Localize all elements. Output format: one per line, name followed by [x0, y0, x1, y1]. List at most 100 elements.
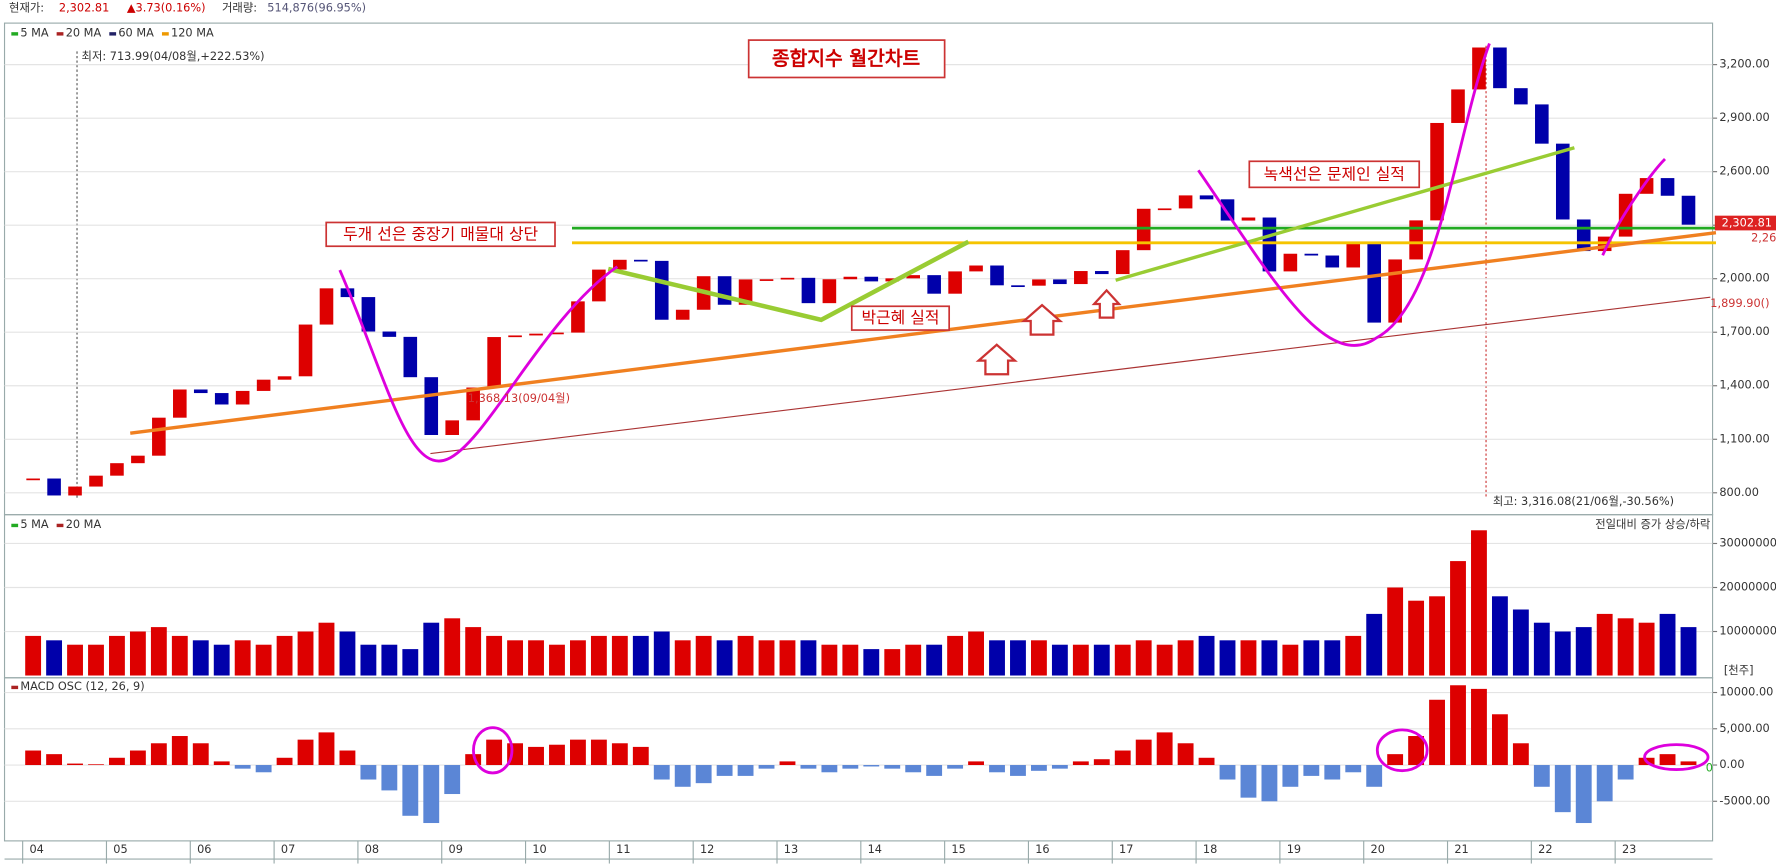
- bar: [632, 746, 649, 766]
- candle: [738, 279, 753, 305]
- candle: [382, 331, 397, 337]
- bar: [695, 635, 712, 676]
- legend-swatch: [11, 32, 19, 36]
- bar: [1261, 640, 1278, 676]
- bar: [46, 640, 63, 676]
- candle: [1681, 195, 1696, 225]
- bar: [507, 640, 524, 676]
- legend-entry: 5 MA: [20, 25, 49, 39]
- bar: [1135, 640, 1152, 676]
- candle: [969, 265, 983, 272]
- candle: [1555, 143, 1570, 220]
- bar: [255, 644, 272, 676]
- arrow: [1020, 303, 1064, 336]
- candle: [1514, 88, 1528, 105]
- candle: [1241, 217, 1256, 221]
- bar: [150, 743, 167, 766]
- candle: [1032, 279, 1046, 286]
- bar: [1240, 640, 1257, 676]
- legend-entry: 5 MA: [20, 517, 49, 531]
- drawings: [130, 43, 1717, 775]
- bar: [1596, 613, 1613, 676]
- bar: [360, 765, 377, 780]
- bar: [1282, 644, 1299, 676]
- candle: [340, 288, 355, 298]
- bar: [989, 640, 1005, 676]
- bar: [25, 635, 42, 676]
- candle: [235, 390, 250, 405]
- bar: [1030, 640, 1047, 676]
- bar: [884, 765, 901, 769]
- bar: [1177, 640, 1194, 676]
- bar: [1177, 743, 1194, 766]
- candle: [277, 376, 292, 380]
- annotation: 두개 선은 중장기 매물대 상단: [343, 224, 538, 243]
- candle: [654, 260, 669, 320]
- candle: [1074, 271, 1088, 285]
- candle: [68, 486, 82, 496]
- legend-entry: 20 MA: [66, 25, 102, 39]
- bar: [1219, 765, 1236, 780]
- candle: [1157, 208, 1172, 211]
- bar: [1051, 644, 1068, 676]
- candle: [1430, 122, 1444, 221]
- x-tick-label: 20: [1371, 842, 1385, 856]
- x-tick-label: 06: [197, 842, 211, 856]
- bar: [88, 644, 104, 676]
- bar: [674, 640, 691, 676]
- candle: [1409, 220, 1423, 260]
- candle: [1304, 253, 1319, 256]
- bar: [444, 618, 461, 676]
- candle: [1388, 259, 1402, 323]
- bar: [947, 635, 964, 676]
- bar: [1554, 765, 1571, 813]
- bar: [528, 640, 544, 676]
- price-tag: [1714, 215, 1776, 231]
- candle: [1639, 178, 1654, 194]
- annotation: 2,302.81: [1722, 216, 1772, 230]
- orange-trend: [130, 230, 1717, 435]
- bar: [905, 644, 922, 676]
- bar: [444, 765, 461, 795]
- bar: [150, 627, 167, 676]
- candle: [717, 276, 732, 305]
- x-tick-label: 10: [532, 842, 546, 856]
- cup-curve: [338, 265, 619, 463]
- candle: [1199, 195, 1214, 200]
- bar: [67, 763, 83, 766]
- bar: [129, 750, 146, 766]
- x-tick-label: 23: [1622, 842, 1636, 856]
- bar: [1219, 640, 1236, 676]
- arrow: [975, 343, 1018, 376]
- x-tick-label: 09: [449, 842, 463, 856]
- bar: [1617, 765, 1634, 780]
- bar: [863, 765, 880, 767]
- candle: [1115, 250, 1130, 275]
- bar: [171, 736, 188, 766]
- candle: [298, 324, 313, 377]
- legend-swatch: [109, 32, 117, 36]
- bar: [234, 765, 251, 769]
- bar: [1345, 635, 1362, 676]
- long-trend: [430, 296, 1711, 455]
- bar: [1450, 561, 1466, 676]
- bar: [737, 765, 754, 776]
- candle: [759, 279, 774, 281]
- candle: [822, 279, 837, 304]
- bar: [968, 761, 984, 766]
- bar: [1072, 761, 1089, 766]
- bar: [276, 757, 293, 766]
- bar: [1093, 644, 1110, 676]
- bar: [192, 640, 209, 676]
- candle: [131, 455, 145, 464]
- volume-label: 전일대비 증가 상승/하락: [1595, 517, 1711, 531]
- candle: [1053, 279, 1067, 285]
- circle-mark: [1643, 743, 1710, 771]
- bar: [1680, 627, 1697, 676]
- candle: [193, 389, 208, 394]
- bar: [549, 644, 565, 676]
- bar: [758, 765, 775, 769]
- bar: [590, 739, 607, 766]
- candle: [214, 393, 229, 405]
- bar: [1366, 765, 1383, 787]
